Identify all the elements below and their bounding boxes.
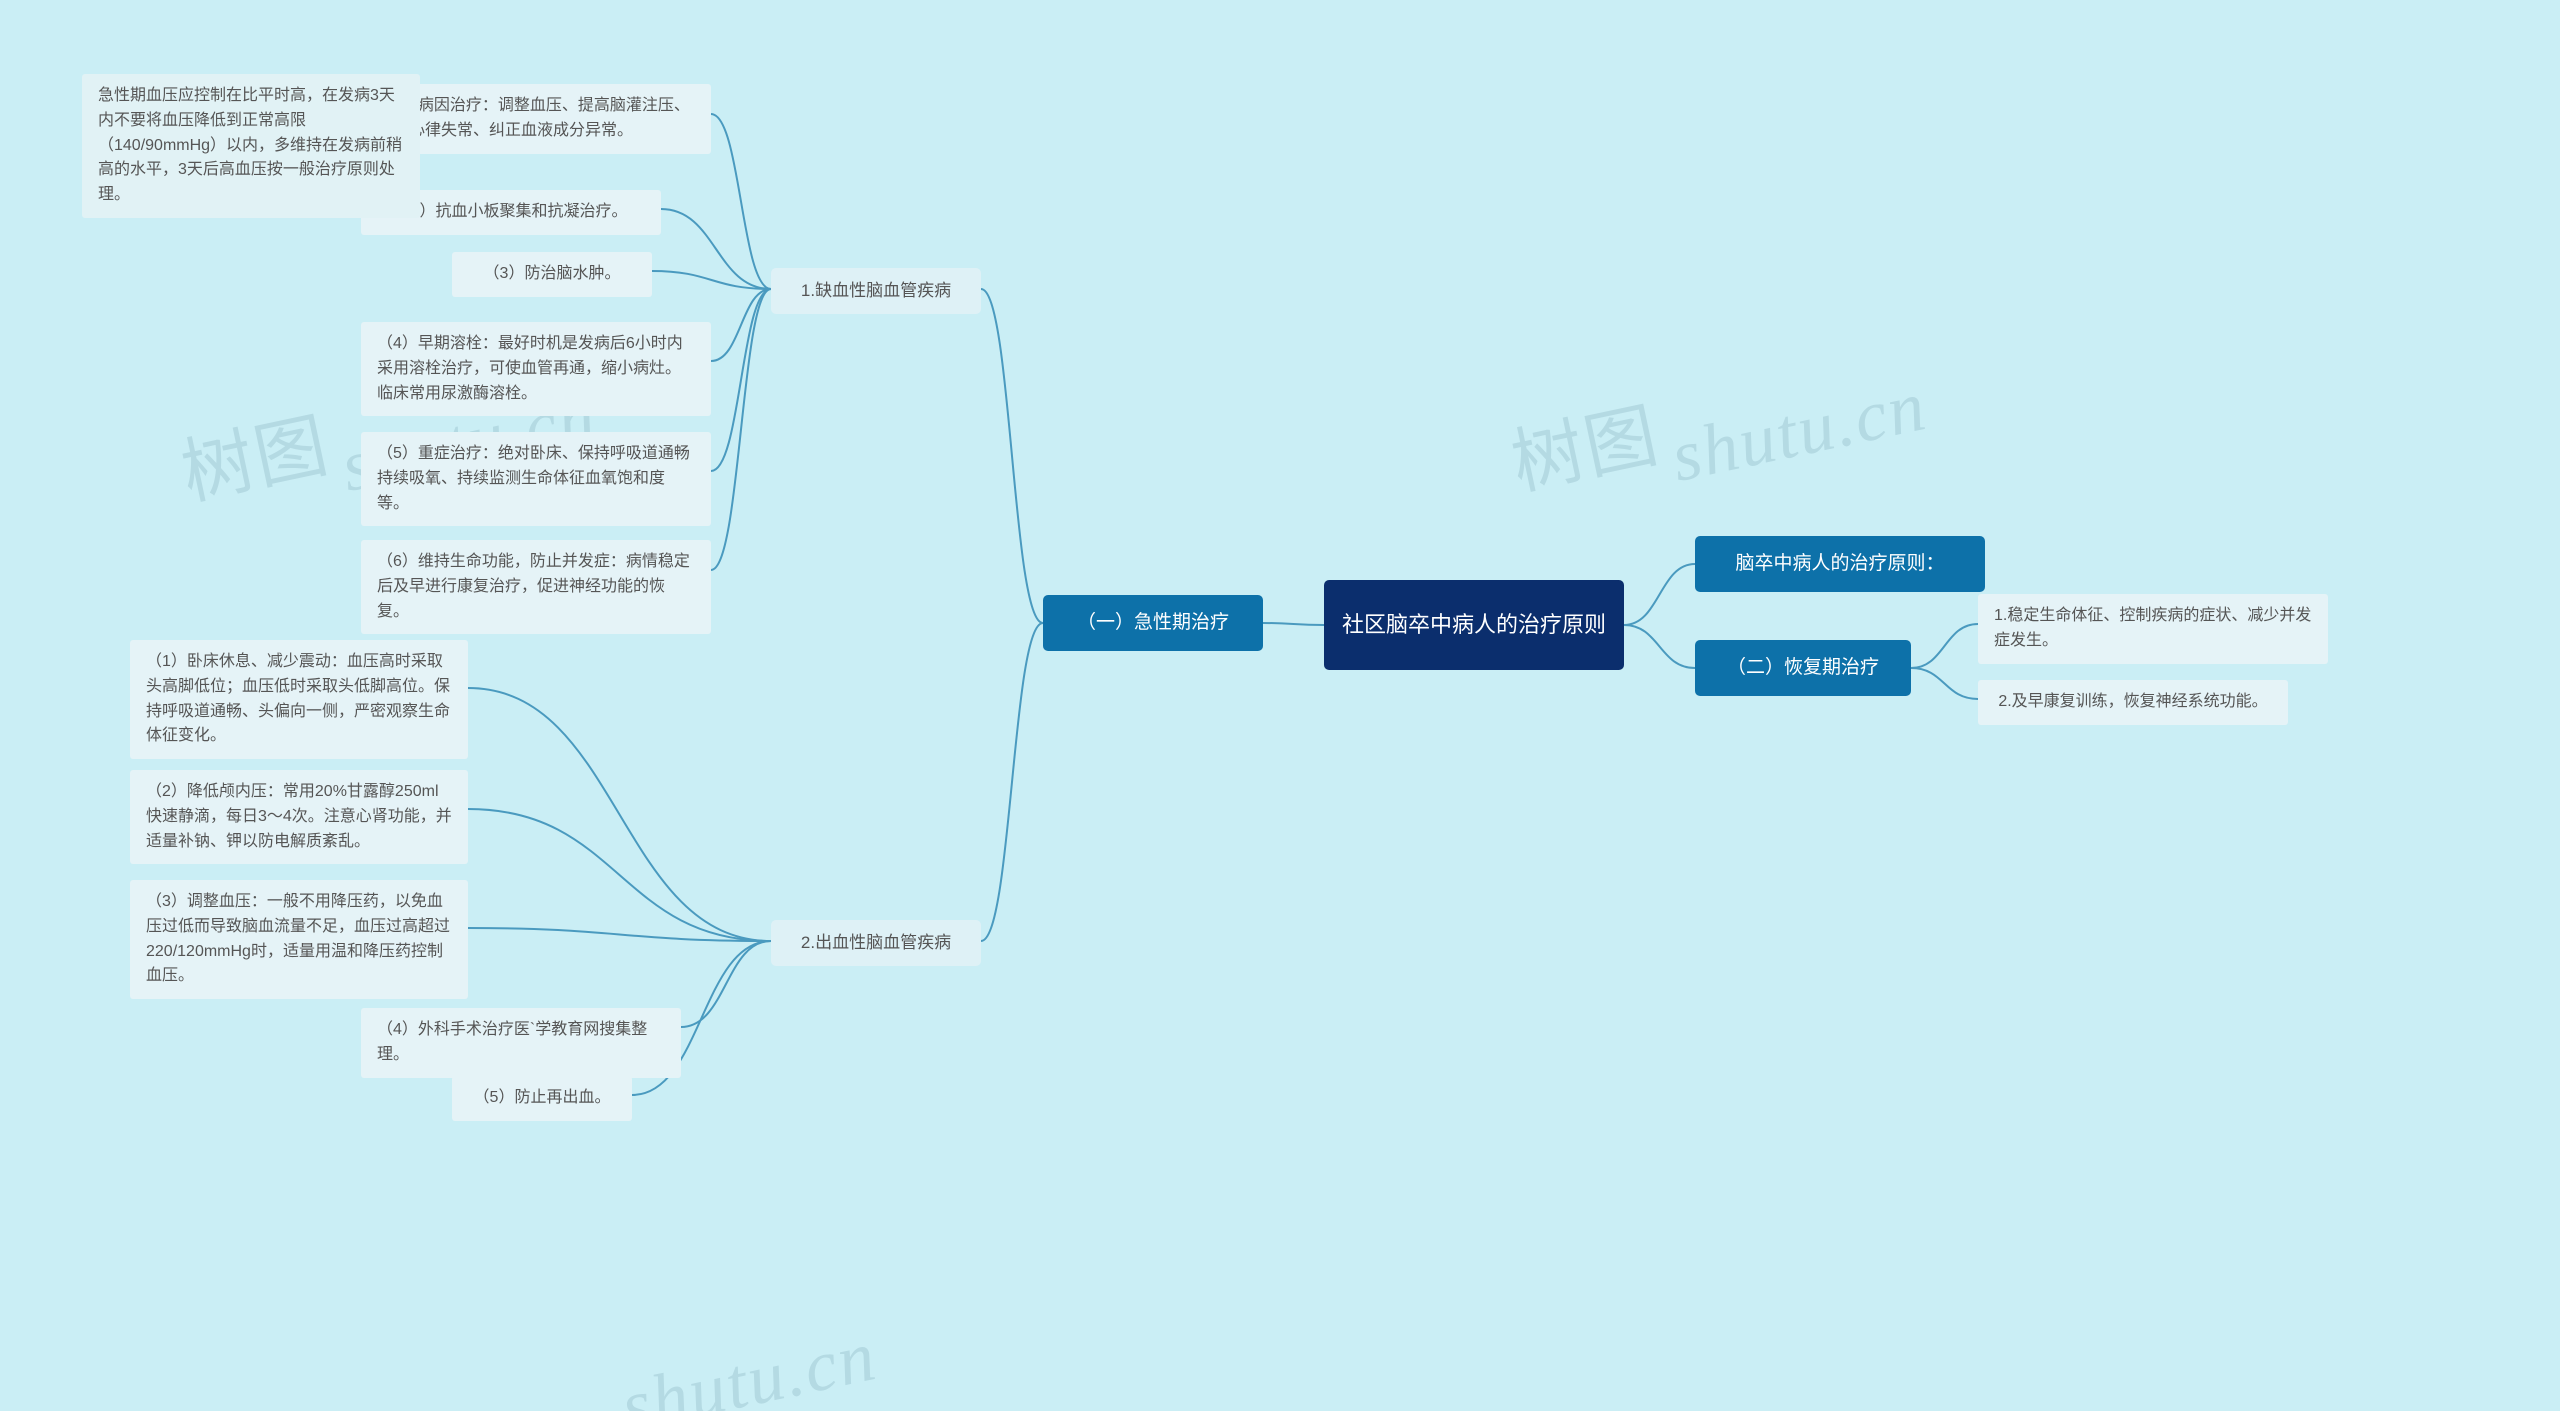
leaf-isch-6[interactable]: （6）维持生命功能，防止并发症：病情稳定后及早进行康复治疗，促进神经功能的恢复。 [361,540,711,634]
leaf-hemo-1[interactable]: （1）卧床休息、减少震动：血压高时采取头高脚低位；血压低时采取头低脚高位。保持呼… [130,640,468,759]
leaf-isch-4[interactable]: （4）早期溶栓：最好时机是发病后6小时内采用溶栓治疗，可使血管再通，缩小病灶。临… [361,322,711,416]
branch-acute-phase[interactable]: （一）急性期治疗 [1043,595,1263,651]
leaf-rec-1[interactable]: 1.稳定生命体征、控制疾病的症状、减少并发症发生。 [1978,594,2328,664]
leaf-hemo-2[interactable]: （2）降低颅内压：常用20%甘露醇250ml快速静滴，每日3～4次。注意心肾功能… [130,770,468,864]
leaf-rec-2[interactable]: 2.及早康复训练，恢复神经系统功能。 [1978,680,2288,725]
sub-ischemic[interactable]: 1.缺血性脑血管疾病 [771,268,981,314]
root-node[interactable]: 社区脑卒中病人的治疗原则 [1324,580,1624,670]
leaf-isch1-detail[interactable]: 急性期血压应控制在比平时高，在发病3天内不要将血压降低到正常高限（140/90m… [82,74,420,218]
leaf-isch-3[interactable]: （3）防治脑水肿。 [452,252,652,297]
branch-treatment-principle[interactable]: 脑卒中病人的治疗原则： [1695,536,1985,592]
leaf-hemo-5[interactable]: （5）防止再出血。 [452,1076,632,1121]
leaf-hemo-4[interactable]: （4）外科手术治疗医`学教育网搜集整理。 [361,1008,681,1078]
leaf-hemo-3[interactable]: （3）调整血压：一般不用降压药，以免血压过低而导致脑血流量不足，血压过高超过22… [130,880,468,999]
sub-hemorrhagic[interactable]: 2.出血性脑血管疾病 [771,920,981,966]
leaf-isch-5[interactable]: （5）重症治疗：绝对卧床、保持呼吸道通畅持续吸氧、持续监测生命体征血氧饱和度等。 [361,432,711,526]
branch-recovery-phase[interactable]: （二）恢复期治疗 [1695,640,1911,696]
